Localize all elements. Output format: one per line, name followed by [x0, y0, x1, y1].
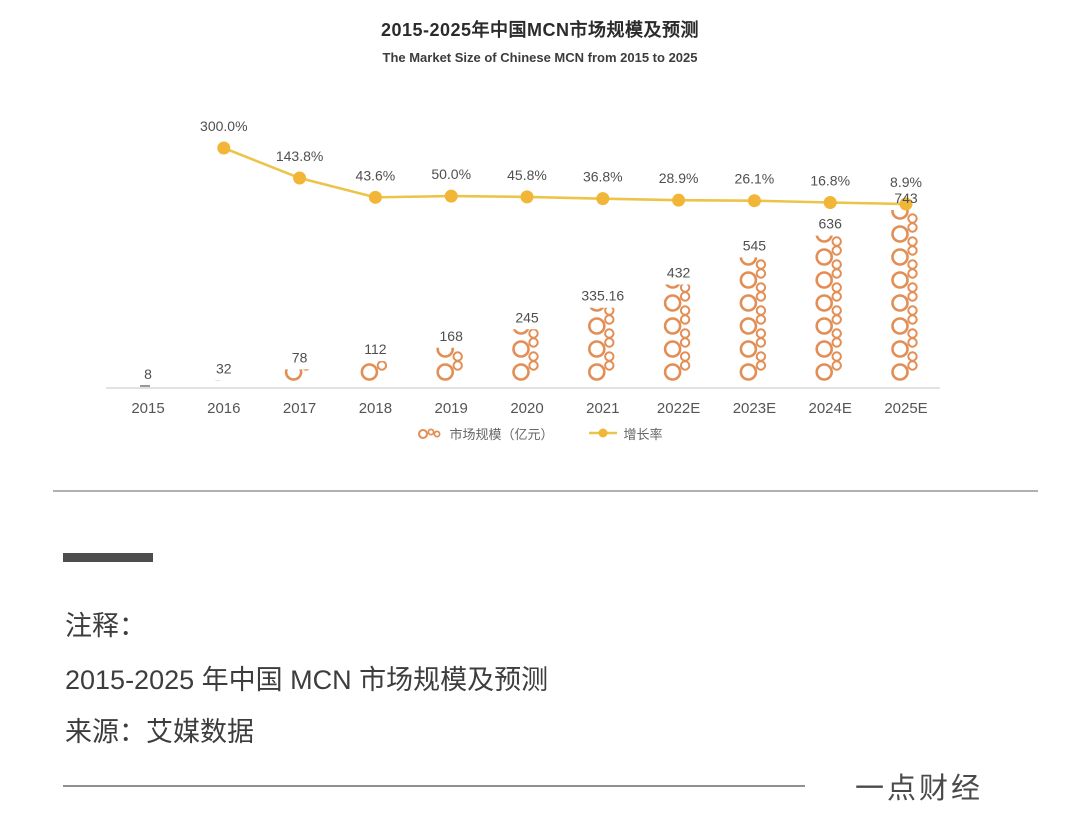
growth-rate-label: 43.6%: [356, 167, 396, 183]
growth-line-marker: [899, 197, 913, 211]
note-accent-bar: [63, 553, 153, 562]
pictogram-bar: [284, 369, 310, 381]
bar-value-label: 743: [894, 190, 918, 206]
pictogram-bar: [360, 361, 388, 381]
growth-line-marker: [293, 171, 307, 185]
bar-value-label: 168: [440, 328, 464, 344]
growth-line-marker: [444, 189, 458, 203]
pictogram-bar: [739, 257, 767, 381]
bar-value-label: 78: [292, 349, 308, 365]
x-axis-label: 2021: [586, 400, 619, 417]
legend-item: 市场规模（亿元）: [417, 424, 554, 443]
x-axis-label: 2024E: [809, 400, 852, 417]
section-divider: [53, 490, 1038, 492]
chart-title: 2015-2025年中国MCN市场规模及预测: [380, 20, 700, 40]
growth-rate-label: 300.0%: [200, 118, 247, 134]
growth-line-marker: [596, 192, 610, 206]
chain-icon: [418, 428, 441, 439]
growth-line-marker: [368, 190, 382, 204]
x-axis-label: 2018: [359, 400, 392, 417]
legend-item: 增长率: [588, 424, 663, 443]
growth-line-marker: [823, 195, 837, 209]
x-axis-label: 2020: [510, 400, 543, 417]
growth-line-marker: [747, 194, 761, 208]
growth-rate-label: 45.8%: [507, 167, 547, 183]
pictogram-bar: [587, 307, 615, 381]
pictogram-bar: [891, 210, 918, 381]
line-dot-icon: [588, 428, 617, 438]
bar-value-label: 335.16: [581, 288, 624, 304]
x-axis-label: 2019: [435, 400, 468, 417]
growth-line-marker: [217, 141, 231, 155]
growth-rate-label: 28.9%: [659, 170, 699, 186]
growth-line-marker: [520, 190, 534, 204]
bar-value-label: 245: [515, 309, 539, 325]
growth-rate-label: 36.8%: [583, 169, 623, 185]
footer-rule: [63, 785, 805, 787]
pictogram-bar: [512, 329, 539, 381]
x-axis-label: 2023E: [733, 400, 776, 417]
growth-rate-label: 8.9%: [890, 174, 922, 190]
note-chart-name: 2015-2025 年中国 MCN 市场规模及预测: [65, 665, 549, 695]
brand-logo-text: 一点财经: [855, 773, 984, 805]
bar-value-label: 432: [667, 265, 691, 281]
growth-rate-label: 16.8%: [810, 172, 850, 188]
bar-value-label: 32: [216, 360, 232, 376]
legend-label: 市场规模（亿元）: [449, 426, 554, 442]
legend-label: 增长率: [623, 426, 663, 442]
bar-value-label: 112: [364, 341, 387, 357]
note-label: 注释：: [65, 611, 146, 641]
x-axis-label: 2016: [207, 400, 240, 417]
pictogram-bar: [815, 235, 842, 381]
bar-value-label: 545: [743, 237, 767, 253]
pictogram-bar: [663, 284, 691, 381]
bar-value-label: 636: [819, 216, 843, 232]
note-source: 来源：艾媒数据: [65, 717, 254, 747]
x-axis-label: 2025E: [884, 400, 927, 417]
growth-rate-label: 50.0%: [431, 166, 471, 182]
growth-line-marker: [672, 193, 686, 207]
growth-rate-label: 26.1%: [735, 171, 775, 187]
bar-value-label: 8: [144, 366, 152, 382]
chart-subtitle: The Market Size of Chinese MCN from 2015…: [382, 50, 698, 65]
x-axis-label: 2015: [131, 400, 164, 417]
x-axis-label: 2017: [283, 400, 316, 417]
x-axis-label: 2022E: [657, 400, 700, 417]
growth-line: [223, 146, 907, 206]
growth-rate-label: 143.8%: [276, 148, 323, 164]
chart-legend: 市场规模（亿元） 增长率: [0, 423, 1080, 443]
pictogram-bar: [436, 347, 463, 381]
market-chart-svg: 8 32 78 112 168 245 335.16 432 545 636 743 300.0% 14…: [106, 118, 940, 417]
